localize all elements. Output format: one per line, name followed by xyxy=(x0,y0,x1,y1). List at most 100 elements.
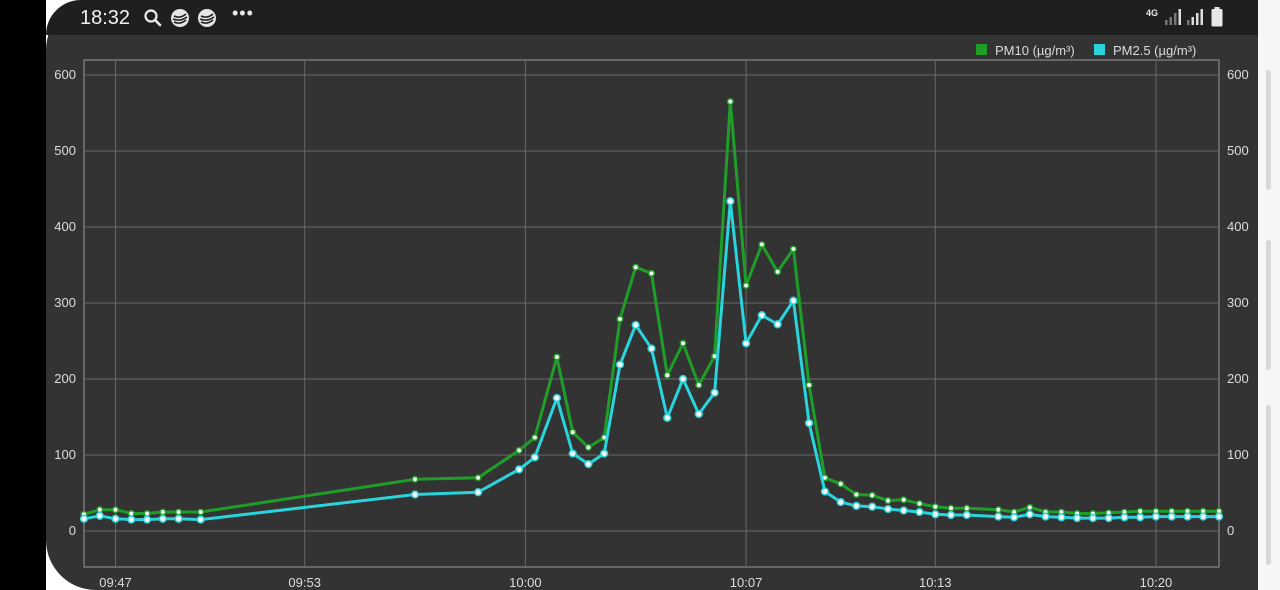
data-point-pm25 xyxy=(757,311,766,320)
y-tick-label-right: 200 xyxy=(1227,371,1249,386)
data-point-pm25 xyxy=(584,459,593,469)
data-point-pm10 xyxy=(868,491,876,499)
chart-axes: 0 0 100 100 200 200 300 300 400 400 500 500 600 600 09… xyxy=(54,67,1248,590)
data-point-pm10 xyxy=(616,315,624,323)
status-time: 18:32 xyxy=(80,7,131,29)
search-icon xyxy=(144,9,162,27)
chart-legend: PM10 (µg/m³) PM2.5 (µg/m³) xyxy=(976,43,1196,58)
legend-swatch xyxy=(976,44,987,55)
data-point-pm10 xyxy=(474,474,482,482)
data-point-pm25 xyxy=(741,339,751,348)
data-point-pm25 xyxy=(79,514,89,523)
data-point-pm10 xyxy=(994,506,1002,514)
data-point-pm10 xyxy=(758,240,766,249)
data-point-pm25 xyxy=(1057,513,1066,522)
plot-frame xyxy=(83,59,1220,568)
data-point-pm25 xyxy=(962,510,971,520)
x-tick-label: 10:13 xyxy=(919,575,952,590)
data-point-pm10 xyxy=(679,339,687,347)
data-point-pm25 xyxy=(1072,513,1082,523)
data-point-pm25 xyxy=(663,413,672,422)
data-point-pm25 xyxy=(726,197,735,206)
data-point-pm10 xyxy=(837,480,845,488)
data-point-pm25 xyxy=(1151,512,1161,521)
data-point-pm25 xyxy=(852,501,861,511)
data-point-pm25 xyxy=(95,511,104,520)
data-point-pm25 xyxy=(1167,512,1176,521)
data-point-pm25 xyxy=(994,512,1003,521)
data-point-pm25 xyxy=(127,515,136,524)
y-tick-label-right: 400 xyxy=(1227,219,1249,234)
data-point-pm10 xyxy=(774,268,782,276)
x-tick-label: 10:07 xyxy=(730,575,763,590)
data-point-pm10 xyxy=(900,496,908,504)
y-tick-label-left: 300 xyxy=(54,295,76,310)
left-bezel xyxy=(0,0,46,590)
data-point-pm10 xyxy=(159,508,167,516)
data-point-pm10 xyxy=(569,428,577,436)
more-icon: ••• xyxy=(232,3,254,23)
data-point-pm10 xyxy=(789,245,797,253)
chart-series xyxy=(79,98,1224,524)
data-point-pm10 xyxy=(884,497,892,505)
data-point-pm10 xyxy=(531,433,539,442)
data-point-pm25 xyxy=(789,296,798,305)
legend-label: PM10 (µg/m³) xyxy=(995,43,1075,58)
data-point-pm25 xyxy=(615,360,625,369)
data-point-pm25 xyxy=(1025,510,1034,519)
network-type: 4G xyxy=(1146,8,1159,18)
data-point-pm10 xyxy=(726,98,734,106)
data-point-pm25 xyxy=(410,490,420,499)
series-line-pm25 xyxy=(83,199,1219,522)
data-point-pm10 xyxy=(931,503,939,511)
data-point-pm25 xyxy=(773,320,782,329)
data-point-pm10 xyxy=(663,371,671,379)
data-point-pm10 xyxy=(175,508,183,516)
data-point-pm25 xyxy=(1104,513,1113,523)
x-tick-label: 09:53 xyxy=(288,575,321,590)
data-point-pm10 xyxy=(584,443,592,451)
x-tick-label: 09:47 xyxy=(99,575,132,590)
rail-tick xyxy=(1266,405,1271,565)
data-point-pm10 xyxy=(632,263,640,271)
chart-grid xyxy=(83,59,1220,568)
data-point-pm25 xyxy=(1009,513,1019,522)
y-tick-label-right: 100 xyxy=(1227,447,1249,462)
sber-app-icon xyxy=(171,9,189,27)
y-tick-label-left: 0 xyxy=(69,523,76,538)
data-point-pm25 xyxy=(174,514,183,523)
data-point-pm10 xyxy=(553,353,561,361)
data-point-pm25 xyxy=(820,487,830,496)
data-point-pm25 xyxy=(552,393,562,403)
legend-label: PM2.5 (µg/m³) xyxy=(1113,43,1196,58)
y-tick-label-left: 500 xyxy=(54,143,76,158)
data-point-pm25 xyxy=(1183,512,1192,521)
data-point-pm25 xyxy=(946,510,956,520)
sber-app-icon xyxy=(198,9,216,27)
data-point-pm25 xyxy=(568,449,577,458)
data-point-pm25 xyxy=(158,514,167,523)
y-tick-label-left: 200 xyxy=(54,371,76,386)
y-tick-label-left: 100 xyxy=(54,447,76,462)
y-tick-label-right: 600 xyxy=(1227,67,1249,82)
data-point-pm25 xyxy=(678,374,688,384)
data-point-pm25 xyxy=(196,515,205,524)
series-line-pm10 xyxy=(83,100,1219,516)
data-point-pm25 xyxy=(1088,513,1098,523)
rail-tick xyxy=(1266,240,1271,370)
data-point-pm10 xyxy=(915,500,924,508)
data-point-pm25 xyxy=(631,320,640,330)
data-point-pm10 xyxy=(852,490,860,499)
data-point-pm25 xyxy=(694,409,703,419)
data-point-pm25 xyxy=(1214,512,1224,521)
data-point-pm10 xyxy=(1026,503,1034,511)
data-point-pm25 xyxy=(473,488,483,497)
signal-icon xyxy=(1187,9,1203,25)
y-tick-label-left: 600 xyxy=(54,67,76,82)
data-point-pm25 xyxy=(514,465,524,474)
data-point-pm10 xyxy=(947,504,955,512)
data-point-pm10 xyxy=(411,475,419,483)
x-tick-label: 10:00 xyxy=(509,575,542,590)
data-point-pm25 xyxy=(915,507,924,517)
